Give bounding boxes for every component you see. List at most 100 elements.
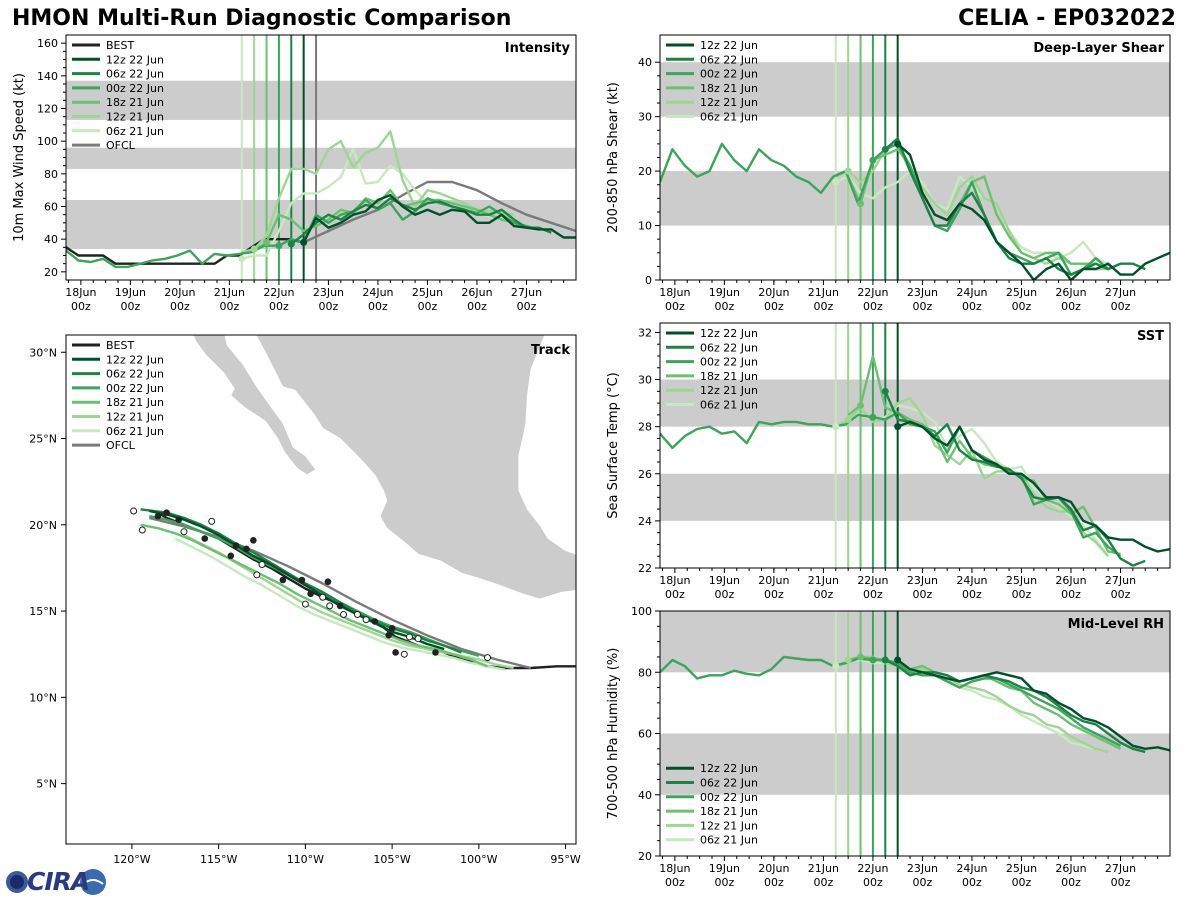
best-track-marker bbox=[385, 631, 392, 639]
x-tick-label: 19Jun bbox=[709, 862, 740, 875]
x-tick-label: 00z bbox=[814, 588, 834, 601]
y-tick-label: 10°N bbox=[29, 691, 57, 704]
x-tick-label: 00z bbox=[863, 588, 883, 601]
init-point bbox=[869, 156, 877, 164]
series-line bbox=[896, 143, 1170, 280]
init-point bbox=[881, 145, 889, 153]
best-track-open-marker bbox=[319, 593, 327, 601]
y-tick-label: 28 bbox=[638, 421, 652, 434]
y-axis-label: Sea Surface Temp (°C) bbox=[606, 372, 621, 519]
x-tick-label: 00z bbox=[319, 300, 339, 313]
series-line bbox=[241, 130, 515, 254]
x-tick-label: 00z bbox=[714, 300, 734, 313]
legend-label: 18z 21 Jun bbox=[700, 82, 758, 95]
x-tick-label: 25Jun bbox=[1006, 574, 1037, 587]
best-track-open-marker bbox=[180, 528, 188, 536]
y-tick-label: 0 bbox=[645, 274, 652, 287]
intensity-plot-area bbox=[66, 35, 576, 280]
best-track-open-marker bbox=[362, 616, 370, 624]
y-tick-label: 80 bbox=[44, 168, 58, 181]
x-tick-label: 00z bbox=[467, 300, 487, 313]
legend-label: 12z 22 Jun bbox=[106, 53, 164, 66]
x-tick-label: 00z bbox=[418, 300, 438, 313]
y-tick-label: 40 bbox=[638, 789, 652, 802]
series-line bbox=[303, 180, 576, 244]
legend-label: 00z 22 Jun bbox=[700, 68, 758, 81]
y-tick-label: 40 bbox=[44, 233, 58, 246]
y-tick-label: 100 bbox=[631, 605, 652, 618]
x-tick-label: 00z bbox=[1111, 876, 1131, 889]
x-tick-label: 110°W bbox=[287, 853, 324, 866]
figure-title: HMON Multi-Run Diagnostic Comparison bbox=[12, 6, 512, 31]
x-tick-label: 00z bbox=[120, 300, 140, 313]
x-tick-label: 26Jun bbox=[1055, 286, 1086, 299]
x-tick-label: 21Jun bbox=[808, 862, 839, 875]
legend-label: 06z 21 Jun bbox=[700, 399, 758, 412]
init-point bbox=[300, 238, 308, 246]
legend-label: OFCL bbox=[106, 139, 136, 152]
x-tick-label: 115°W bbox=[200, 853, 237, 866]
best-track-marker bbox=[154, 512, 162, 520]
x-tick-label: 00z bbox=[814, 876, 834, 889]
x-tick-label: 00z bbox=[814, 300, 834, 313]
y-axis-label: 10m Max Wind Speed (kt) bbox=[12, 73, 27, 242]
legend-label: 12z 22 Jun bbox=[700, 762, 758, 775]
init-point bbox=[857, 401, 865, 409]
legend-label: 06z 22 Jun bbox=[700, 341, 758, 354]
x-tick-label: 00z bbox=[220, 300, 240, 313]
best-track-open-marker bbox=[130, 507, 138, 515]
threshold-band bbox=[660, 62, 1170, 117]
best-track-open-marker bbox=[258, 560, 266, 568]
sst-plot-area bbox=[660, 323, 1170, 568]
threshold-band bbox=[660, 611, 1170, 673]
best-track-open-marker bbox=[138, 526, 146, 534]
track-line bbox=[174, 537, 506, 671]
x-tick-label: 21Jun bbox=[214, 286, 245, 299]
init-point bbox=[869, 656, 877, 664]
shear-plot-area bbox=[660, 35, 1170, 280]
x-tick-label: 95°W bbox=[550, 853, 580, 866]
x-tick-label: 20Jun bbox=[758, 574, 789, 587]
x-tick-label: 21Jun bbox=[808, 574, 839, 587]
panel-title: Track bbox=[531, 343, 570, 358]
legend-label: 18z 21 Jun bbox=[106, 96, 164, 109]
legend-label: 12z 21 Jun bbox=[700, 384, 758, 397]
x-tick-label: 00z bbox=[962, 588, 982, 601]
x-tick-label: 24Jun bbox=[956, 286, 987, 299]
globe-icon bbox=[6, 869, 106, 895]
panel-title: Deep-Layer Shear bbox=[1033, 41, 1164, 56]
x-tick-label: 00z bbox=[517, 300, 537, 313]
best-track-marker bbox=[392, 649, 399, 656]
x-tick-label: 25Jun bbox=[1006, 862, 1037, 875]
init-point bbox=[869, 413, 877, 421]
x-tick-label: 00z bbox=[962, 300, 982, 313]
x-tick-label: 00z bbox=[714, 588, 734, 601]
y-tick-label: 15°N bbox=[29, 605, 57, 618]
cira-logo: CIRA bbox=[5, 866, 107, 898]
x-tick-label: 00z bbox=[863, 876, 883, 889]
y-tick-label: 160 bbox=[37, 37, 58, 50]
x-tick-label: 27Jun bbox=[1105, 286, 1136, 299]
y-tick-label: 24 bbox=[638, 515, 652, 528]
land-polygon bbox=[192, 335, 317, 476]
x-tick-label: 18Jun bbox=[659, 574, 690, 587]
x-tick-label: 23Jun bbox=[907, 574, 938, 587]
x-tick-label: 00z bbox=[1061, 300, 1081, 313]
x-tick-label: 22Jun bbox=[857, 286, 888, 299]
axes-frame bbox=[65, 334, 577, 845]
track-map-area bbox=[130, 335, 576, 671]
y-tick-label: 22 bbox=[638, 562, 652, 575]
legend-label: 06z 22 Jun bbox=[106, 368, 164, 381]
best-track-open-marker bbox=[484, 654, 492, 662]
threshold-band bbox=[66, 80, 576, 120]
best-track-open-marker bbox=[326, 602, 334, 610]
x-tick-label: 00z bbox=[1111, 588, 1131, 601]
x-tick-label: 25Jun bbox=[412, 286, 443, 299]
track-line bbox=[140, 523, 488, 668]
legend-label: 06z 21 Jun bbox=[700, 111, 758, 124]
y-tick-label: 140 bbox=[37, 70, 58, 83]
x-tick-label: 20Jun bbox=[758, 286, 789, 299]
x-tick-label: 00z bbox=[1061, 588, 1081, 601]
init-point bbox=[844, 167, 852, 175]
y-tick-label: 20 bbox=[638, 165, 652, 178]
